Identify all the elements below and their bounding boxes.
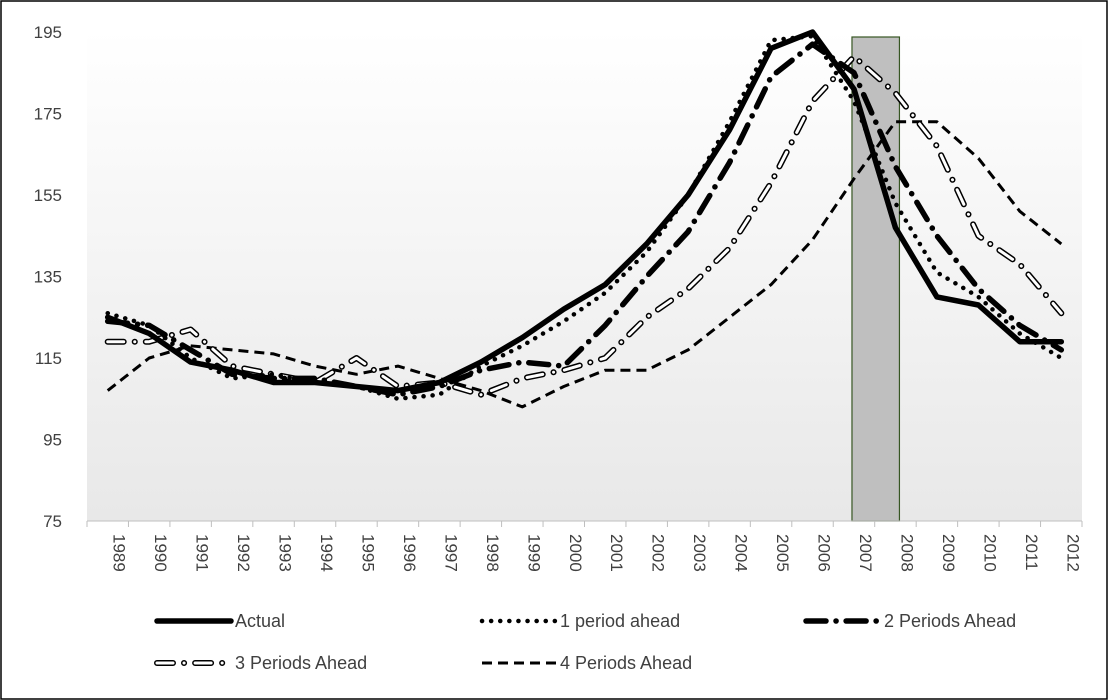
legend-label: 4 Periods Ahead bbox=[560, 653, 692, 673]
x-tick-label: 1996 bbox=[400, 534, 419, 572]
series-4 bbox=[106, 120, 1063, 409]
x-tick-label: 2006 bbox=[815, 534, 834, 572]
legend-item-1: 1 period ahead bbox=[479, 611, 680, 631]
legend-label: 1 period ahead bbox=[560, 611, 680, 631]
legend-item-2: 2 Periods Ahead bbox=[803, 611, 1016, 631]
x-tick-label: 2008 bbox=[897, 534, 916, 572]
x-tick-label: 2003 bbox=[690, 534, 709, 572]
x-tick-label: 1993 bbox=[276, 534, 295, 572]
series-line-3-inner bbox=[106, 55, 1063, 397]
x-tick-label: 2010 bbox=[980, 534, 999, 572]
x-tick-label: 2002 bbox=[649, 534, 668, 572]
x-tick-label: 1999 bbox=[524, 534, 543, 572]
y-tick-label: 155 bbox=[34, 186, 62, 205]
x-tick-label: 2000 bbox=[566, 534, 585, 572]
x-tick-label: 2012 bbox=[1063, 534, 1082, 572]
legend-item-4: 4 Periods Ahead bbox=[482, 653, 692, 673]
y-tick-label: 195 bbox=[34, 23, 62, 42]
y-tick-label: 75 bbox=[43, 512, 62, 531]
x-tick-label: 2007 bbox=[856, 534, 875, 572]
legend-label: Actual bbox=[235, 611, 285, 631]
x-tick-label: 1998 bbox=[483, 534, 502, 572]
legend-label: 2 Periods Ahead bbox=[884, 611, 1016, 631]
x-tick-label: 1995 bbox=[358, 534, 377, 572]
series-line-4 bbox=[106, 120, 1063, 409]
x-tick-label: 2004 bbox=[732, 534, 751, 572]
legend-label: 3 Periods Ahead bbox=[235, 653, 367, 673]
series-line-1 bbox=[105, 33, 1064, 402]
series-1 bbox=[105, 33, 1064, 402]
x-tick-label: 1992 bbox=[234, 534, 253, 572]
y-tick-label: 115 bbox=[35, 349, 62, 368]
x-tick-label: 2011 bbox=[1022, 534, 1041, 571]
x-tick-label: 1997 bbox=[441, 534, 460, 572]
y-tick-label: 175 bbox=[34, 105, 62, 124]
x-tick-label: 2005 bbox=[773, 534, 792, 572]
x-tick-label: 1990 bbox=[151, 534, 170, 572]
x-tick-label: 1989 bbox=[110, 534, 129, 572]
plot-area-background bbox=[87, 30, 1082, 521]
x-tick-label: 1994 bbox=[317, 534, 336, 572]
y-tick-label: 95 bbox=[43, 431, 62, 450]
x-tick-label: 2009 bbox=[939, 534, 958, 572]
series-line-0 bbox=[104, 29, 1065, 394]
legend-item-0: Actual bbox=[154, 611, 285, 631]
x-tick-label: 1991 bbox=[193, 534, 212, 572]
y-tick-label: 135 bbox=[34, 268, 62, 287]
x-tick-label: 2001 bbox=[607, 534, 626, 572]
series-0 bbox=[104, 29, 1065, 394]
legend-item-3: 3 Periods Ahead bbox=[154, 653, 367, 673]
